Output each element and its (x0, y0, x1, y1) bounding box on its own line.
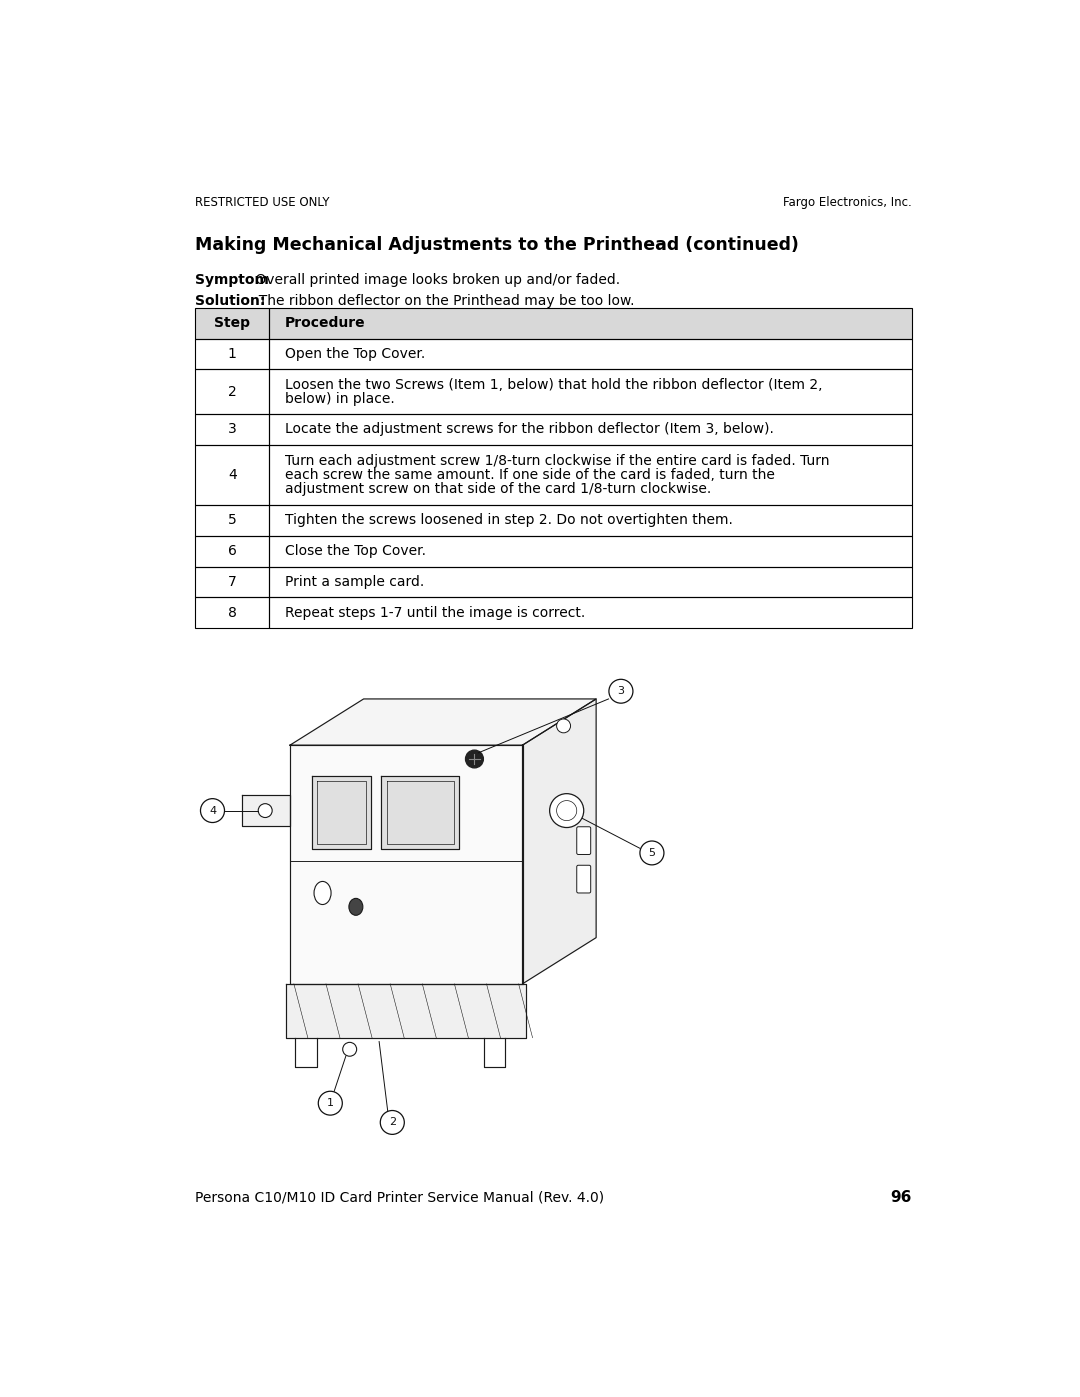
Bar (269, 307, 912, 338)
Bar (195, 598, 269, 629)
Text: Close the Top Cover.: Close the Top Cover. (284, 543, 426, 557)
Bar (269, 504, 912, 535)
Circle shape (342, 1042, 356, 1056)
Text: Locate the adjustment screws for the ribbon deflector (Item 3, below).: Locate the adjustment screws for the rib… (284, 422, 773, 436)
Polygon shape (312, 775, 372, 849)
Circle shape (640, 841, 664, 865)
Ellipse shape (314, 882, 332, 904)
Circle shape (201, 799, 225, 823)
Bar (269, 598, 912, 629)
Bar (195, 307, 269, 338)
Text: Print a sample card.: Print a sample card. (284, 576, 423, 590)
Bar (269, 567, 912, 598)
Bar (195, 414, 269, 444)
Text: Loosen the two Screws (Item 1, below) that hold the ribbon deflector (Item 2,: Loosen the two Screws (Item 1, below) th… (284, 377, 822, 391)
Circle shape (258, 803, 272, 817)
Text: 96: 96 (890, 1190, 912, 1204)
Text: 6: 6 (228, 543, 237, 557)
Text: Open the Top Cover.: Open the Top Cover. (284, 346, 424, 360)
Text: Procedure: Procedure (284, 316, 365, 330)
Bar (195, 444, 269, 504)
Text: 4: 4 (208, 806, 216, 816)
Bar (195, 338, 269, 369)
Text: Step: Step (214, 316, 251, 330)
Bar (195, 504, 269, 535)
Polygon shape (286, 983, 526, 1038)
Text: 4: 4 (228, 468, 237, 482)
Text: Tighten the screws loosened in step 2. Do not overtighten them.: Tighten the screws loosened in step 2. D… (284, 513, 732, 527)
Text: adjustment screw on that side of the card 1/8-turn clockwise.: adjustment screw on that side of the car… (284, 482, 711, 496)
Text: Repeat steps 1-7 until the image is correct.: Repeat steps 1-7 until the image is corr… (284, 606, 585, 620)
Bar (269, 307, 912, 338)
Bar (269, 535, 912, 567)
Bar (269, 414, 912, 444)
Text: below) in place.: below) in place. (284, 391, 394, 407)
Bar (195, 567, 269, 598)
Text: 1: 1 (327, 1098, 334, 1108)
FancyBboxPatch shape (577, 827, 591, 855)
Text: each screw the same amount. If one side of the card is faded, turn the: each screw the same amount. If one side … (284, 468, 774, 482)
Text: 2: 2 (228, 384, 237, 398)
FancyBboxPatch shape (577, 865, 591, 893)
Circle shape (380, 1111, 404, 1134)
Circle shape (465, 750, 484, 768)
Text: 3: 3 (228, 422, 237, 436)
Polygon shape (523, 698, 596, 983)
Bar (195, 535, 269, 567)
Text: The ribbon deflector on the Printhead may be too low.: The ribbon deflector on the Printhead ma… (249, 293, 634, 307)
Text: Persona C10/M10 ID Card Printer Service Manual (Rev. 4.0): Persona C10/M10 ID Card Printer Service … (195, 1190, 605, 1204)
Bar (269, 369, 912, 414)
Circle shape (319, 1091, 342, 1115)
Circle shape (556, 719, 570, 733)
Text: 2: 2 (389, 1118, 396, 1127)
Text: Fargo Electronics, Inc.: Fargo Electronics, Inc. (783, 196, 912, 210)
Text: Turn each adjustment screw 1/8-turn clockwise if the entire card is faded. Turn: Turn each adjustment screw 1/8-turn cloc… (284, 454, 829, 468)
Circle shape (609, 679, 633, 703)
Circle shape (550, 793, 583, 827)
Bar (195, 369, 269, 414)
Text: Symptom: Symptom (195, 274, 269, 288)
Text: 8: 8 (228, 606, 237, 620)
Text: 3: 3 (618, 686, 624, 696)
Polygon shape (381, 775, 459, 849)
Text: 1: 1 (228, 346, 237, 360)
Polygon shape (291, 698, 596, 745)
Circle shape (556, 800, 577, 820)
Text: 5: 5 (228, 513, 237, 527)
Text: 7: 7 (228, 576, 237, 590)
Polygon shape (242, 795, 291, 826)
Text: Solution:: Solution: (195, 293, 266, 307)
Ellipse shape (349, 898, 363, 915)
Text: Overall printed image looks broken up and/or faded.: Overall printed image looks broken up an… (252, 274, 620, 288)
Text: Making Mechanical Adjustments to the Printhead (continued): Making Mechanical Adjustments to the Pri… (195, 236, 799, 254)
Bar (269, 444, 912, 504)
Bar (269, 338, 912, 369)
Bar (195, 307, 269, 338)
Text: 5: 5 (648, 848, 656, 858)
Polygon shape (291, 745, 523, 983)
Text: RESTRICTED USE ONLY: RESTRICTED USE ONLY (195, 196, 330, 210)
